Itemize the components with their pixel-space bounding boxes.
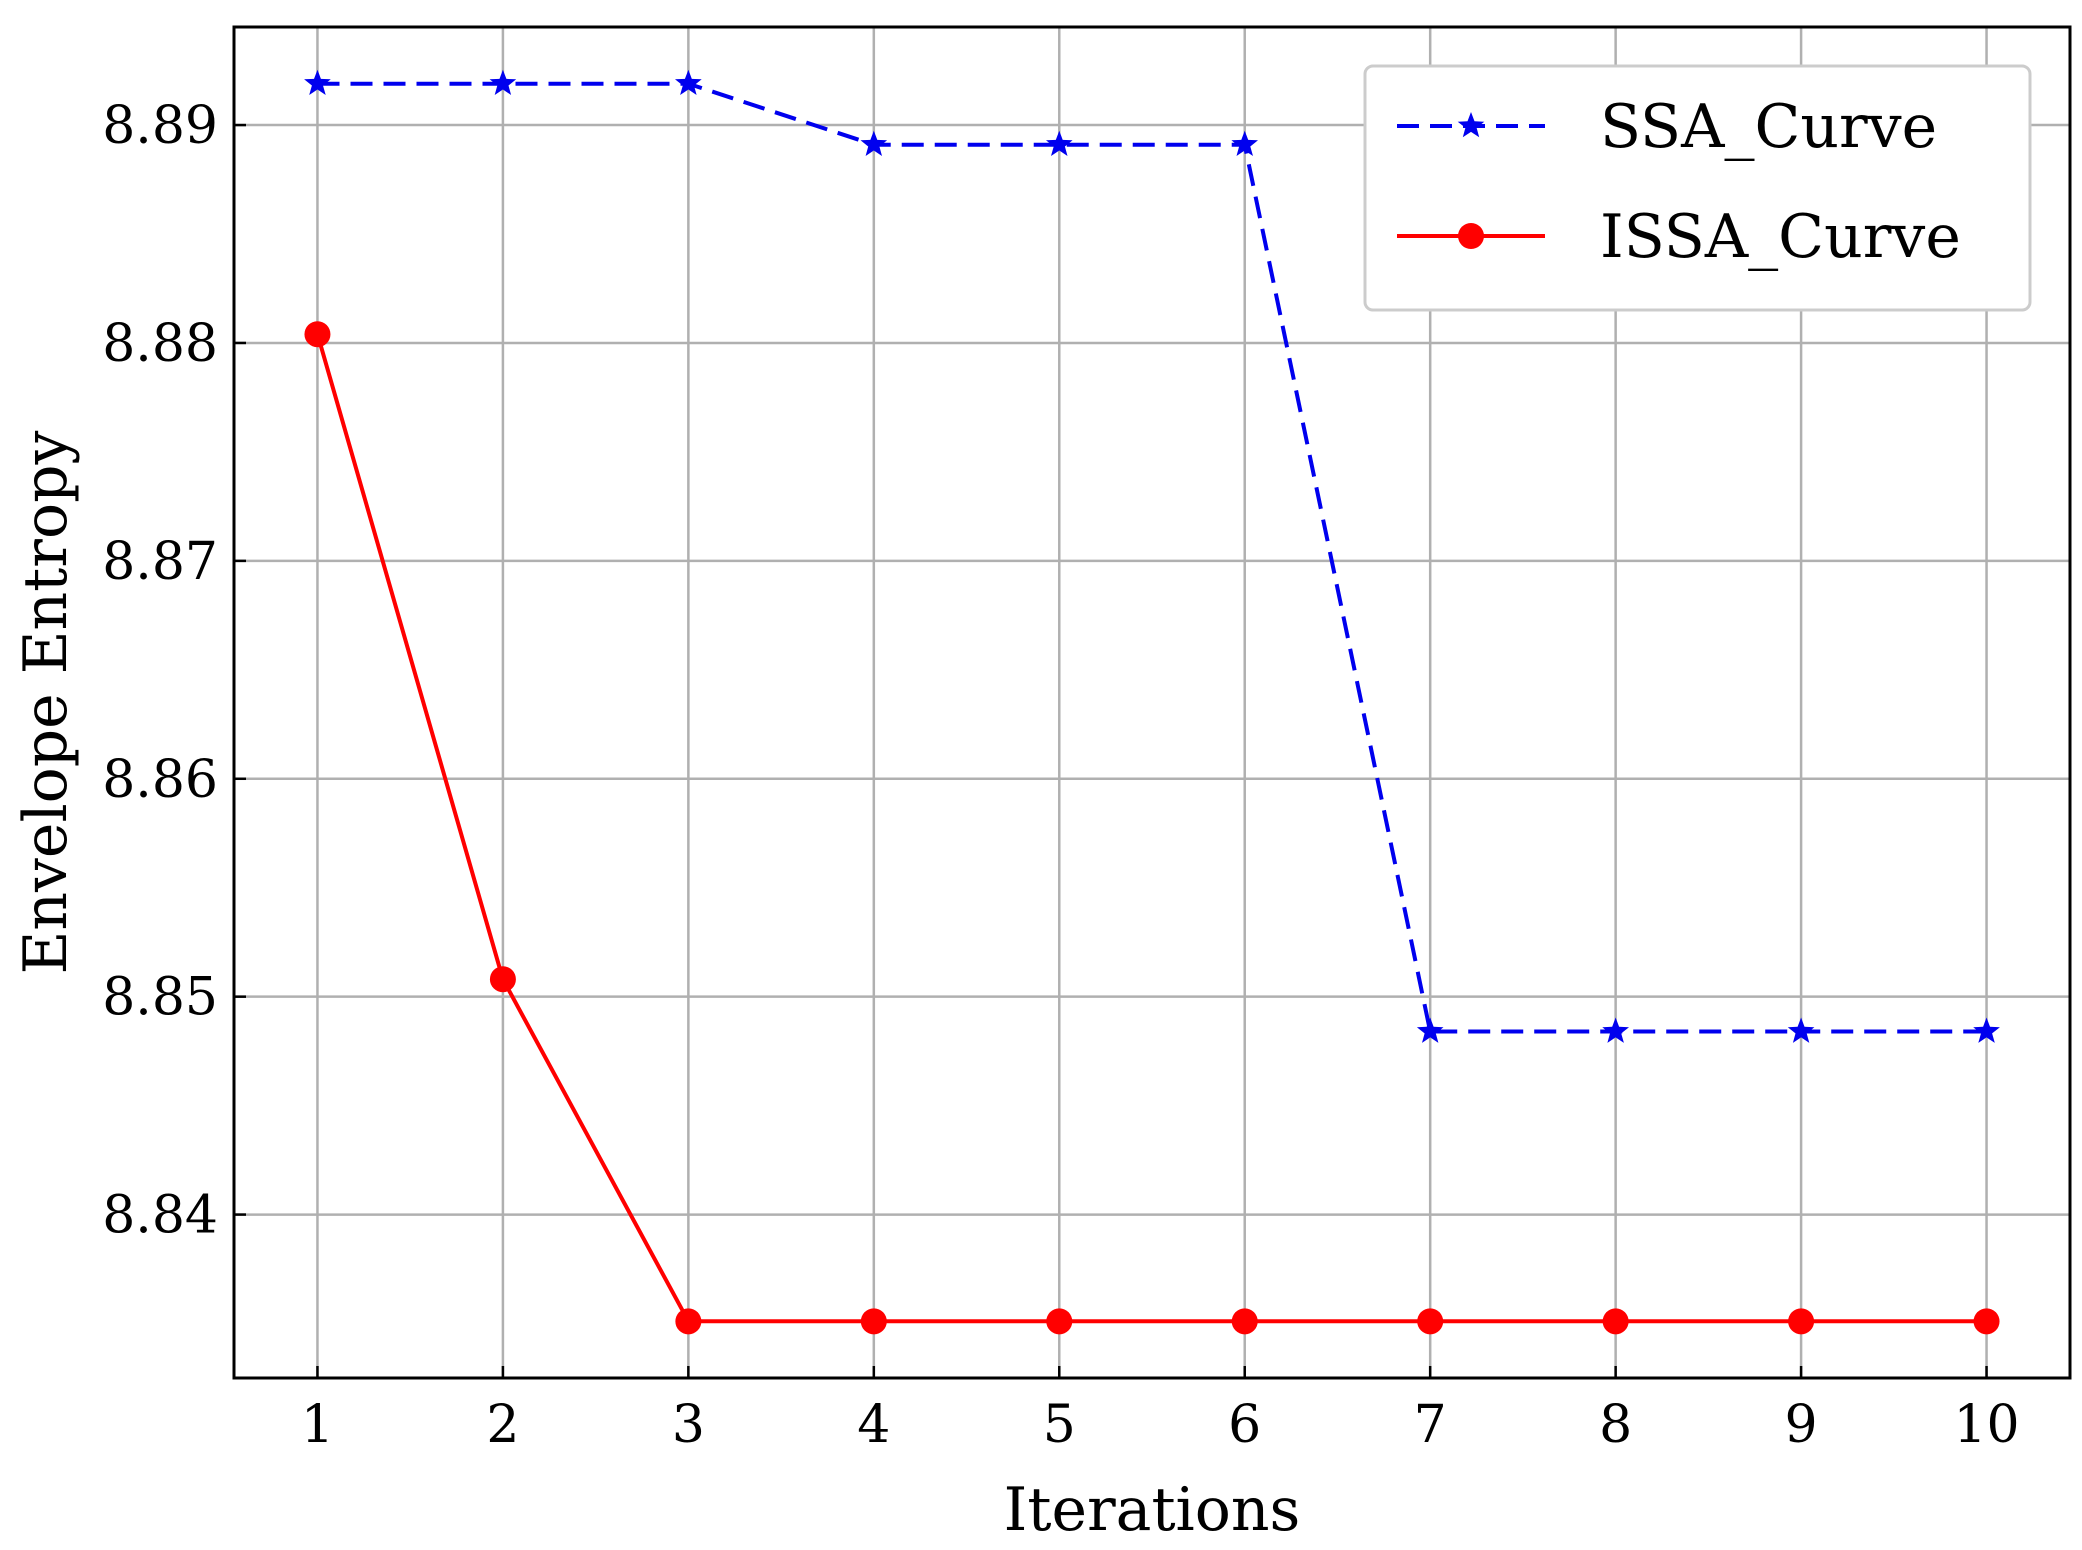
x-tick-label: 10	[1953, 1395, 2019, 1455]
data-point	[675, 69, 702, 95]
data-point	[1046, 1308, 1073, 1335]
y-tick-label: 8.89	[102, 96, 218, 156]
x-tick-label: 2	[486, 1395, 519, 1455]
data-point	[1602, 1308, 1629, 1335]
series-line	[315, 333, 1987, 1324]
data-point	[304, 321, 331, 348]
data-point	[1231, 1308, 1258, 1335]
data-point	[1231, 130, 1258, 156]
data-point	[489, 966, 516, 993]
data-point	[1787, 1017, 1815, 1043]
y-axis-title: Envelope Entropy	[11, 430, 81, 974]
legend-marker	[1458, 223, 1484, 249]
y-tick-label: 8.85	[102, 968, 218, 1028]
data-point	[1788, 1308, 1815, 1335]
y-tick-label: 8.88	[102, 314, 218, 374]
series-layer	[304, 69, 2000, 1335]
series-issa-curve	[304, 321, 2000, 1335]
data-point	[675, 1308, 702, 1335]
data-point	[1417, 1308, 1444, 1335]
x-tick-label: 8	[1599, 1395, 1632, 1455]
data-point	[1416, 1017, 1444, 1043]
x-tick-label: 6	[1228, 1395, 1261, 1455]
data-point	[304, 69, 331, 95]
legend-item-issa: ISSA_Curve	[1397, 202, 1961, 272]
tick-labels: 1 2 3 4 5 6 7 8 9 10 8.84 8.85 8.86 8.87 8.88 8.89	[102, 96, 2019, 1455]
series-ssa-curve	[304, 69, 2000, 1043]
data-point	[1973, 1017, 2000, 1043]
data-point	[1602, 1017, 1629, 1043]
x-tick-label: 5	[1043, 1395, 1076, 1455]
y-tick-label: 8.87	[102, 532, 218, 592]
legend-label-ssa: SSA_Curve	[1600, 92, 1937, 162]
data-point	[1046, 130, 1073, 156]
x-tick-label: 3	[672, 1395, 705, 1455]
x-axis-title: Iterations	[1004, 1475, 1301, 1545]
data-point	[489, 69, 517, 95]
legend: SSA_Curve ISSA_Curve	[1363, 64, 2032, 312]
plot-frame	[232, 25, 2072, 1380]
legend-marker	[1457, 112, 1485, 138]
data-point	[860, 1308, 887, 1335]
series-line	[317, 81, 1987, 1034]
ticks	[234, 123, 1988, 1378]
data-point	[1973, 1308, 2000, 1335]
legend-sample-issa	[1397, 223, 1545, 249]
y-tick-label: 8.84	[102, 1186, 218, 1246]
x-tick-label: 4	[857, 1395, 890, 1455]
x-tick-label: 7	[1414, 1395, 1447, 1455]
legend-label-issa: ISSA_Curve	[1600, 202, 1961, 272]
legend-sample-ssa	[1397, 112, 1545, 138]
x-tick-label: 1	[301, 1395, 334, 1455]
y-tick-label: 8.86	[102, 750, 218, 810]
x-tick-label: 9	[1785, 1395, 1818, 1455]
legend-item-ssa: SSA_Curve	[1397, 92, 1937, 162]
data-point	[860, 130, 888, 156]
